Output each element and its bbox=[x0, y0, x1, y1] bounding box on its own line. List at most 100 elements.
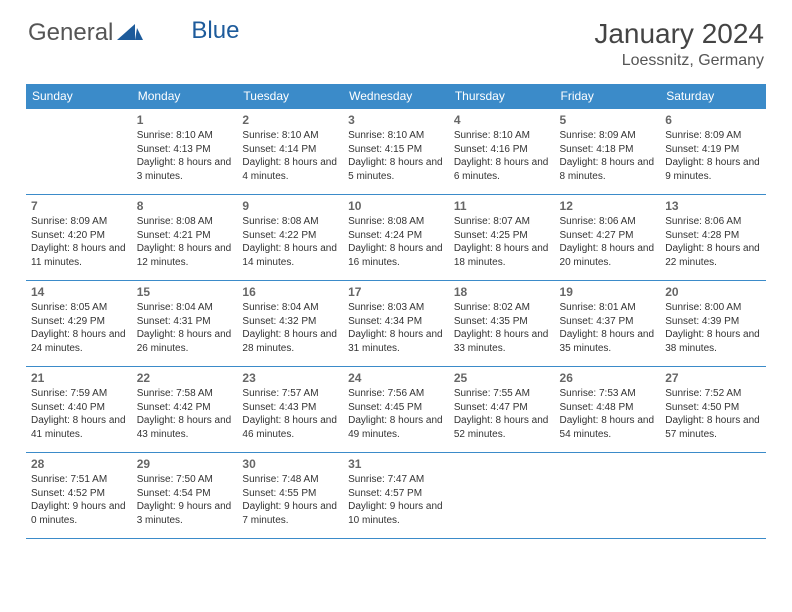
daylight-line: Daylight: 8 hours and 22 minutes. bbox=[665, 242, 761, 269]
sunset-line: Sunset: 4:40 PM bbox=[31, 401, 127, 415]
sunset-line: Sunset: 4:14 PM bbox=[242, 143, 338, 157]
calendar-cell: 8Sunrise: 8:08 AMSunset: 4:21 PMDaylight… bbox=[132, 195, 238, 281]
daylight-line: Daylight: 8 hours and 24 minutes. bbox=[31, 328, 127, 355]
daylight-line: Daylight: 8 hours and 49 minutes. bbox=[348, 414, 444, 441]
day-header: Saturday bbox=[660, 84, 766, 109]
daylight-line: Daylight: 8 hours and 6 minutes. bbox=[454, 156, 550, 183]
sunrise-line: Sunrise: 8:08 AM bbox=[348, 215, 444, 229]
sunrise-line: Sunrise: 8:02 AM bbox=[454, 301, 550, 315]
sunrise-line: Sunrise: 8:00 AM bbox=[665, 301, 761, 315]
sunset-line: Sunset: 4:28 PM bbox=[665, 229, 761, 243]
calendar-head: SundayMondayTuesdayWednesdayThursdayFrid… bbox=[26, 84, 766, 109]
day-number: 30 bbox=[242, 456, 338, 472]
sunset-line: Sunset: 4:55 PM bbox=[242, 487, 338, 501]
calendar-cell bbox=[555, 453, 661, 539]
sunset-line: Sunset: 4:39 PM bbox=[665, 315, 761, 329]
calendar-cell: 12Sunrise: 8:06 AMSunset: 4:27 PMDayligh… bbox=[555, 195, 661, 281]
sunrise-line: Sunrise: 8:10 AM bbox=[348, 129, 444, 143]
calendar-cell: 2Sunrise: 8:10 AMSunset: 4:14 PMDaylight… bbox=[237, 109, 343, 195]
sunset-line: Sunset: 4:42 PM bbox=[137, 401, 233, 415]
day-number: 3 bbox=[348, 112, 444, 128]
daylight-line: Daylight: 8 hours and 8 minutes. bbox=[560, 156, 656, 183]
sunrise-line: Sunrise: 7:52 AM bbox=[665, 387, 761, 401]
sunset-line: Sunset: 4:29 PM bbox=[31, 315, 127, 329]
daylight-line: Daylight: 8 hours and 35 minutes. bbox=[560, 328, 656, 355]
day-number: 31 bbox=[348, 456, 444, 472]
day-number: 14 bbox=[31, 284, 127, 300]
sunrise-line: Sunrise: 7:55 AM bbox=[454, 387, 550, 401]
sunset-line: Sunset: 4:18 PM bbox=[560, 143, 656, 157]
day-number: 10 bbox=[348, 198, 444, 214]
sunrise-line: Sunrise: 8:10 AM bbox=[242, 129, 338, 143]
daylight-line: Daylight: 8 hours and 28 minutes. bbox=[242, 328, 338, 355]
day-number: 16 bbox=[242, 284, 338, 300]
day-number: 20 bbox=[665, 284, 761, 300]
day-number: 15 bbox=[137, 284, 233, 300]
daylight-line: Daylight: 8 hours and 16 minutes. bbox=[348, 242, 444, 269]
day-number: 9 bbox=[242, 198, 338, 214]
sunrise-line: Sunrise: 7:53 AM bbox=[560, 387, 656, 401]
sunrise-line: Sunrise: 8:08 AM bbox=[137, 215, 233, 229]
calendar-cell: 9Sunrise: 8:08 AMSunset: 4:22 PMDaylight… bbox=[237, 195, 343, 281]
sunrise-line: Sunrise: 8:05 AM bbox=[31, 301, 127, 315]
sunset-line: Sunset: 4:54 PM bbox=[137, 487, 233, 501]
calendar-cell: 5Sunrise: 8:09 AMSunset: 4:18 PMDaylight… bbox=[555, 109, 661, 195]
calendar-cell: 27Sunrise: 7:52 AMSunset: 4:50 PMDayligh… bbox=[660, 367, 766, 453]
calendar-cell: 6Sunrise: 8:09 AMSunset: 4:19 PMDaylight… bbox=[660, 109, 766, 195]
sunset-line: Sunset: 4:25 PM bbox=[454, 229, 550, 243]
calendar-cell: 26Sunrise: 7:53 AMSunset: 4:48 PMDayligh… bbox=[555, 367, 661, 453]
daylight-line: Daylight: 8 hours and 43 minutes. bbox=[137, 414, 233, 441]
sunrise-line: Sunrise: 7:59 AM bbox=[31, 387, 127, 401]
sunrise-line: Sunrise: 7:58 AM bbox=[137, 387, 233, 401]
day-number: 7 bbox=[31, 198, 127, 214]
logo: General Blue bbox=[28, 18, 239, 47]
logo-text-b: Blue bbox=[191, 17, 239, 45]
calendar-cell: 7Sunrise: 8:09 AMSunset: 4:20 PMDaylight… bbox=[26, 195, 132, 281]
calendar-cell bbox=[660, 453, 766, 539]
day-number: 5 bbox=[560, 112, 656, 128]
sunrise-line: Sunrise: 8:04 AM bbox=[242, 301, 338, 315]
calendar-cell: 19Sunrise: 8:01 AMSunset: 4:37 PMDayligh… bbox=[555, 281, 661, 367]
sunset-line: Sunset: 4:27 PM bbox=[560, 229, 656, 243]
sunrise-line: Sunrise: 8:09 AM bbox=[665, 129, 761, 143]
day-number: 17 bbox=[348, 284, 444, 300]
calendar-cell: 21Sunrise: 7:59 AMSunset: 4:40 PMDayligh… bbox=[26, 367, 132, 453]
daylight-line: Daylight: 8 hours and 57 minutes. bbox=[665, 414, 761, 441]
sunset-line: Sunset: 4:43 PM bbox=[242, 401, 338, 415]
sunset-line: Sunset: 4:21 PM bbox=[137, 229, 233, 243]
daylight-line: Daylight: 8 hours and 11 minutes. bbox=[31, 242, 127, 269]
day-header: Monday bbox=[132, 84, 238, 109]
calendar-cell: 20Sunrise: 8:00 AMSunset: 4:39 PMDayligh… bbox=[660, 281, 766, 367]
day-number: 27 bbox=[665, 370, 761, 386]
daylight-line: Daylight: 8 hours and 20 minutes. bbox=[560, 242, 656, 269]
day-number: 18 bbox=[454, 284, 550, 300]
day-number: 13 bbox=[665, 198, 761, 214]
sunset-line: Sunset: 4:35 PM bbox=[454, 315, 550, 329]
calendar-cell: 13Sunrise: 8:06 AMSunset: 4:28 PMDayligh… bbox=[660, 195, 766, 281]
daylight-line: Daylight: 8 hours and 38 minutes. bbox=[665, 328, 761, 355]
day-header-row: SundayMondayTuesdayWednesdayThursdayFrid… bbox=[26, 84, 766, 109]
sunset-line: Sunset: 4:32 PM bbox=[242, 315, 338, 329]
calendar-cell: 22Sunrise: 7:58 AMSunset: 4:42 PMDayligh… bbox=[132, 367, 238, 453]
sunrise-line: Sunrise: 8:07 AM bbox=[454, 215, 550, 229]
sunrise-line: Sunrise: 8:06 AM bbox=[560, 215, 656, 229]
calendar-cell: 23Sunrise: 7:57 AMSunset: 4:43 PMDayligh… bbox=[237, 367, 343, 453]
sunrise-line: Sunrise: 8:08 AM bbox=[242, 215, 338, 229]
sunset-line: Sunset: 4:50 PM bbox=[665, 401, 761, 415]
calendar-table: SundayMondayTuesdayWednesdayThursdayFrid… bbox=[26, 84, 766, 539]
daylight-line: Daylight: 8 hours and 5 minutes. bbox=[348, 156, 444, 183]
calendar-cell: 14Sunrise: 8:05 AMSunset: 4:29 PMDayligh… bbox=[26, 281, 132, 367]
daylight-line: Daylight: 8 hours and 54 minutes. bbox=[560, 414, 656, 441]
day-number: 26 bbox=[560, 370, 656, 386]
calendar-cell: 28Sunrise: 7:51 AMSunset: 4:52 PMDayligh… bbox=[26, 453, 132, 539]
day-header: Thursday bbox=[449, 84, 555, 109]
title-block: January 2024 Loessnitz, Germany bbox=[594, 18, 764, 70]
sunset-line: Sunset: 4:31 PM bbox=[137, 315, 233, 329]
day-number: 1 bbox=[137, 112, 233, 128]
sunrise-line: Sunrise: 7:50 AM bbox=[137, 473, 233, 487]
daylight-line: Daylight: 9 hours and 0 minutes. bbox=[31, 500, 127, 527]
day-number: 11 bbox=[454, 198, 550, 214]
calendar-cell: 17Sunrise: 8:03 AMSunset: 4:34 PMDayligh… bbox=[343, 281, 449, 367]
day-number: 24 bbox=[348, 370, 444, 386]
location: Loessnitz, Germany bbox=[594, 52, 764, 70]
